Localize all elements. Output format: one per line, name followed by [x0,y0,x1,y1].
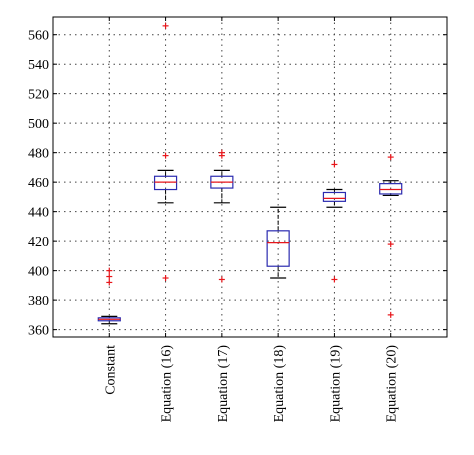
box-5 [322,161,347,283]
x-axis: Constant Equation (16) Equation (17) Equati… [103,17,400,423]
x-category-label: Equation (16) [160,345,175,423]
x-category-label: Equation (19) [328,345,343,423]
y-tick-label: 560 [28,29,49,44]
y-tick-label: 540 [28,58,49,73]
plot-frame [52,16,448,338]
y-tick-label: 440 [28,206,49,221]
x-category-label: Constant [103,345,118,395]
box-iqr [266,230,290,267]
outlier-point [162,22,169,29]
outlier-point [331,161,338,168]
x-category-label: Equation (20) [385,345,400,423]
outlier-point [387,311,394,318]
y-tick-label: 460 [28,176,49,191]
box-3 [210,149,234,283]
outlier-point [331,276,338,283]
box-1 [97,267,121,325]
box-series [97,22,403,325]
outlier-point [218,276,225,283]
outlier-point [218,149,225,156]
box-2 [153,22,178,282]
outlier-point [106,267,113,274]
box-iqr [322,191,347,202]
x-category-label: Equation (17) [216,345,231,423]
y-tick-label: 420 [28,235,49,250]
grid-lines [53,17,447,337]
y-tick-label: 400 [28,265,49,280]
box-iqr [379,183,403,195]
box-4 [266,206,290,279]
box-6 [379,154,403,318]
x-category-label: Equation (18) [272,345,287,423]
outlier-point [106,273,113,280]
outlier-point [162,152,169,159]
y-tick-label: 480 [28,147,49,162]
y-tick-label: 360 [28,324,49,339]
outlier-point [106,279,113,286]
outlier-point [162,275,169,282]
y-tick-label: 500 [28,117,49,132]
y-tick-label: 520 [28,88,49,103]
outlier-point [387,241,394,248]
box-iqr [153,175,178,191]
y-axis: 360 380 400 420 440 460 480 500 520 540 560 [28,29,447,339]
outlier-point [387,154,394,161]
y-tick-label: 380 [28,294,49,309]
